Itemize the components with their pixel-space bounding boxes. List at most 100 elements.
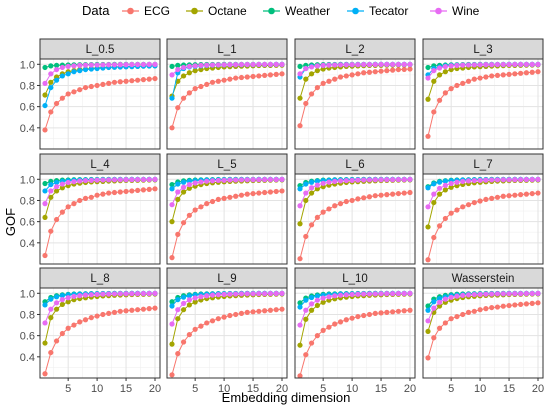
data-point bbox=[48, 315, 54, 321]
data-point bbox=[314, 178, 320, 184]
data-point bbox=[267, 176, 274, 183]
data-point bbox=[378, 177, 384, 183]
series-ecg bbox=[297, 189, 413, 262]
data-point bbox=[489, 291, 495, 297]
data-point bbox=[303, 76, 309, 82]
data-point bbox=[53, 294, 60, 300]
data-point bbox=[395, 176, 402, 183]
data-point bbox=[192, 207, 198, 213]
data-point bbox=[209, 292, 216, 298]
data-point bbox=[308, 64, 315, 70]
data-point bbox=[425, 75, 431, 81]
panel-border bbox=[39, 287, 161, 379]
data-point bbox=[454, 313, 460, 320]
data-point bbox=[366, 291, 373, 297]
data-point bbox=[494, 304, 501, 310]
data-point bbox=[529, 300, 535, 306]
data-point bbox=[106, 80, 112, 86]
data-point bbox=[100, 62, 106, 68]
data-point bbox=[465, 178, 472, 184]
data-point bbox=[326, 179, 332, 185]
data-point bbox=[436, 325, 443, 331]
data-point bbox=[320, 295, 326, 301]
data-point bbox=[395, 61, 402, 67]
data-point bbox=[186, 185, 192, 191]
data-point bbox=[512, 291, 518, 297]
data-point bbox=[146, 306, 152, 312]
data-point bbox=[262, 189, 268, 196]
data-point bbox=[135, 307, 141, 313]
panel-border bbox=[166, 173, 288, 265]
panel-border bbox=[39, 173, 161, 265]
data-point bbox=[500, 193, 506, 199]
facet-strip-label: L_8 bbox=[90, 273, 109, 285]
legend-item-octane: Octane bbox=[186, 4, 247, 18]
data-point bbox=[175, 297, 181, 303]
data-point bbox=[175, 66, 181, 73]
data-point bbox=[337, 74, 344, 80]
x-tick-label: 15 bbox=[247, 383, 259, 395]
data-point bbox=[465, 292, 472, 298]
data-point bbox=[100, 177, 106, 183]
facet-panel-l-8: L_8 0.4 0.6 0.8 1.0 5 10 15 20 bbox=[20, 267, 161, 395]
data-point bbox=[442, 178, 448, 184]
data-point bbox=[262, 61, 268, 67]
data-point bbox=[436, 295, 443, 302]
data-point bbox=[436, 72, 443, 78]
data-point bbox=[256, 308, 262, 314]
y-tick-label: 0.4 bbox=[20, 238, 35, 250]
data-point bbox=[518, 291, 524, 297]
data-point bbox=[82, 66, 89, 73]
data-point bbox=[152, 75, 158, 82]
data-point bbox=[42, 252, 48, 259]
facet-panel-l-4: L_4 0.4 0.6 0.8 1.0 bbox=[20, 153, 161, 265]
data-point bbox=[180, 73, 187, 79]
data-point bbox=[94, 65, 100, 72]
y-tick-label: 0.8 bbox=[20, 80, 35, 92]
x-tick-label: 20 bbox=[404, 383, 416, 395]
data-point bbox=[88, 194, 94, 200]
facet-panel-l-7: L_7 bbox=[422, 153, 544, 265]
data-point bbox=[489, 73, 495, 79]
data-point bbox=[198, 323, 204, 329]
data-point bbox=[460, 62, 466, 68]
data-point bbox=[42, 371, 48, 377]
facet-strip-label: L_5 bbox=[217, 159, 236, 171]
data-point bbox=[395, 190, 402, 197]
y-tick-label: 1.0 bbox=[20, 174, 35, 186]
x-tick-label: 15 bbox=[120, 383, 132, 395]
data-point bbox=[425, 318, 431, 324]
data-point bbox=[94, 177, 100, 183]
facet-panel-wasserstein: Wasserstein 5 10 15 20 bbox=[422, 267, 544, 395]
panel-border bbox=[422, 287, 544, 379]
data-point bbox=[227, 291, 233, 297]
data-point bbox=[42, 214, 48, 221]
data-point bbox=[198, 179, 204, 185]
data-point bbox=[436, 299, 443, 305]
data-point bbox=[135, 291, 141, 297]
panel-border bbox=[422, 58, 544, 150]
data-point bbox=[215, 292, 221, 298]
data-point bbox=[366, 311, 373, 318]
data-point bbox=[65, 325, 71, 331]
data-point bbox=[198, 62, 204, 68]
data-point bbox=[250, 291, 256, 297]
data-point bbox=[273, 188, 279, 195]
data-point bbox=[425, 303, 431, 309]
data-point bbox=[361, 70, 367, 76]
data-point bbox=[500, 177, 506, 183]
legend-label: Octane bbox=[208, 4, 247, 18]
data-point bbox=[65, 295, 71, 301]
data-point bbox=[355, 291, 361, 297]
data-point bbox=[535, 290, 541, 296]
data-point bbox=[215, 177, 221, 184]
y-tick-label: 1.0 bbox=[20, 288, 35, 300]
data-point bbox=[152, 176, 158, 182]
data-point bbox=[494, 61, 501, 68]
data-point bbox=[192, 63, 198, 69]
data-point bbox=[436, 97, 443, 103]
data-point bbox=[308, 190, 315, 196]
data-point bbox=[82, 62, 89, 68]
data-point bbox=[349, 315, 355, 321]
data-point bbox=[303, 316, 309, 322]
